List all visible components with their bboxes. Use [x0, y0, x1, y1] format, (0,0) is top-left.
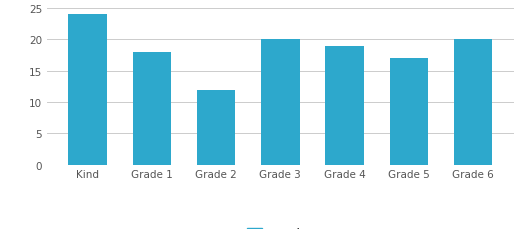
Bar	[325, 46, 364, 165]
Bar	[261, 40, 300, 165]
Bar	[389, 59, 428, 165]
Bar	[133, 53, 171, 165]
Legend: Grades: Grades	[247, 227, 313, 229]
Bar	[68, 15, 107, 165]
Bar	[454, 40, 493, 165]
Bar	[197, 90, 235, 165]
